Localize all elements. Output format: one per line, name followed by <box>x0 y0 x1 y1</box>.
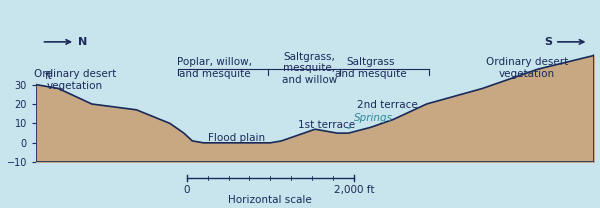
Text: 2nd terrace: 2nd terrace <box>357 100 418 110</box>
Text: 0: 0 <box>184 184 190 194</box>
Text: Saltgrass
and mesquite: Saltgrass and mesquite <box>335 57 407 79</box>
Text: Poplar, willow,
and mesquite: Poplar, willow, and mesquite <box>177 57 252 79</box>
Text: N: N <box>78 37 87 47</box>
Text: ft: ft <box>44 71 52 81</box>
Text: Ordinary desert
vegetation: Ordinary desert vegetation <box>486 57 568 79</box>
Text: S: S <box>544 37 552 47</box>
Text: 1st terrace: 1st terrace <box>298 120 355 130</box>
Text: Flood plain: Flood plain <box>208 133 265 143</box>
Text: 2,000 ft: 2,000 ft <box>334 184 374 194</box>
Text: Horizontal scale: Horizontal scale <box>229 195 312 205</box>
Text: Ordinary desert
vegetation: Ordinary desert vegetation <box>34 69 116 91</box>
Text: Springs: Springs <box>348 113 393 128</box>
Text: Saltgrass,
mesquite,
and willow: Saltgrass, mesquite, and willow <box>282 52 337 85</box>
